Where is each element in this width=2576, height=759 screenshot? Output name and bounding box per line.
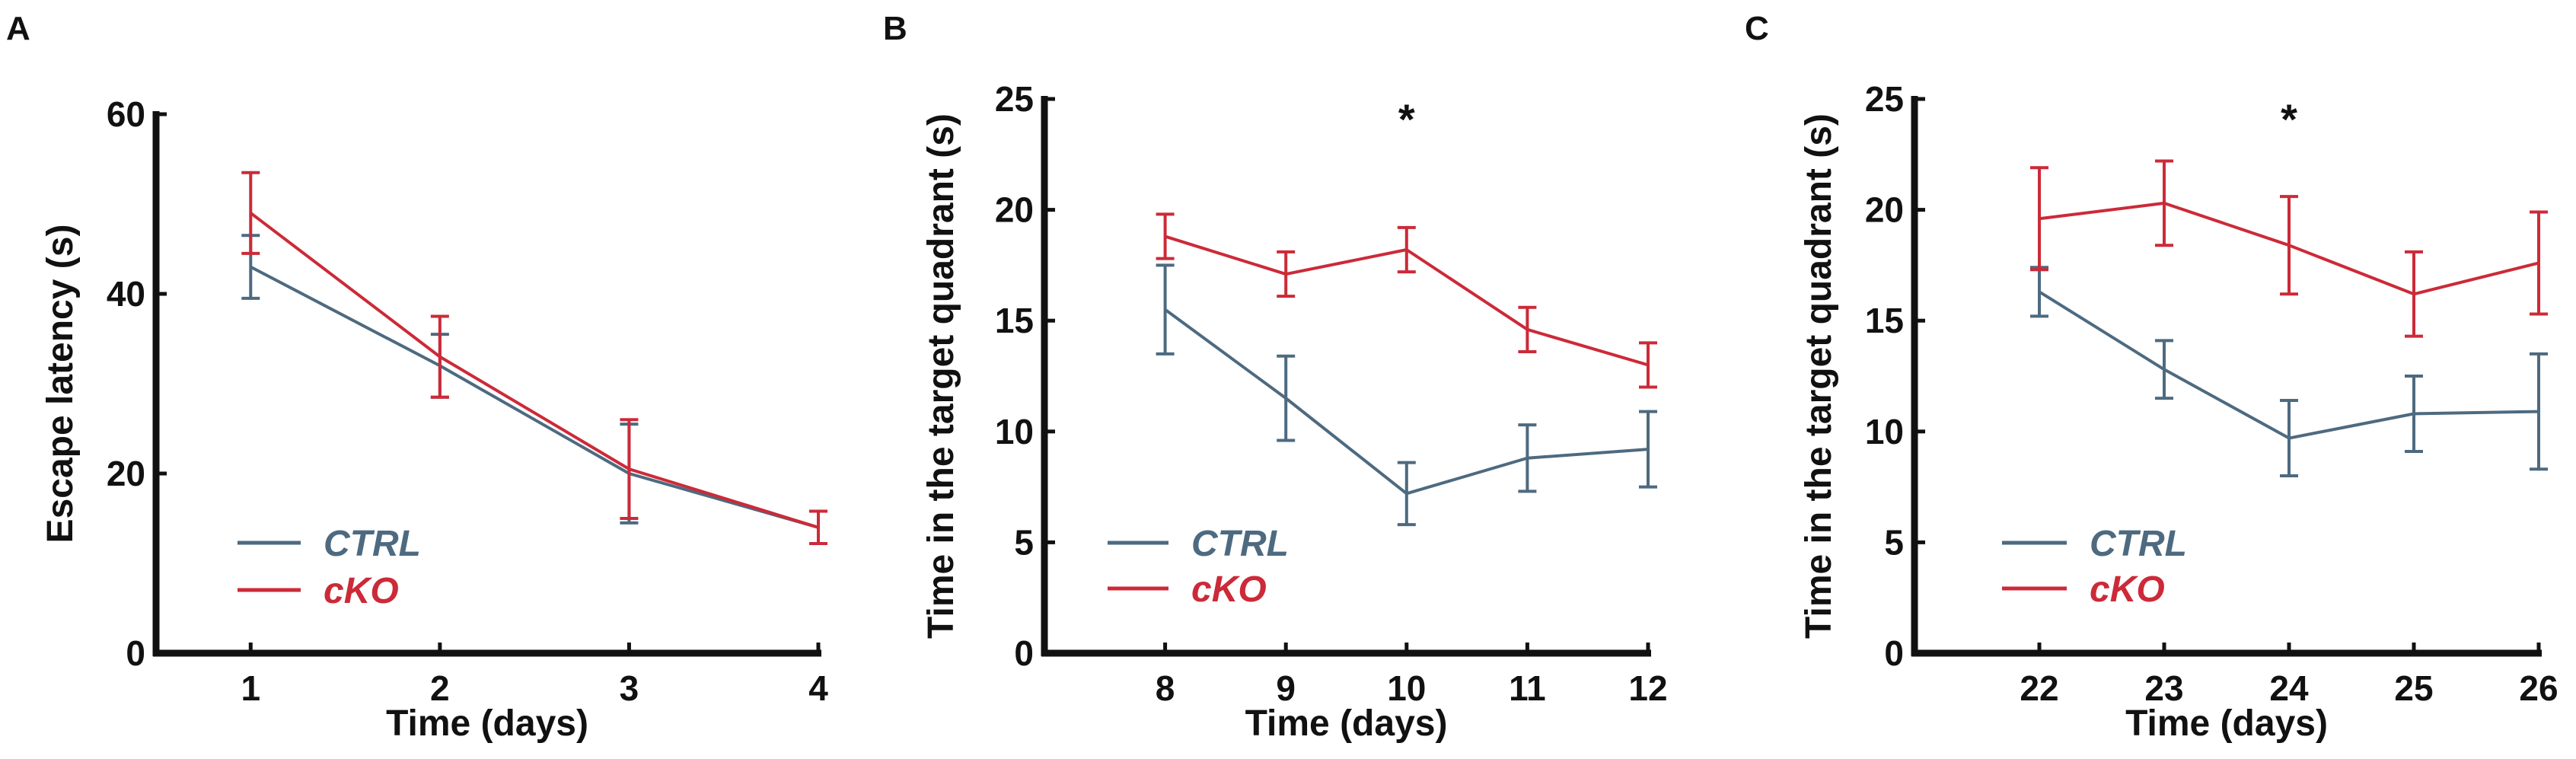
y-tick-label: 5 xyxy=(1884,522,1904,562)
y-tick-label: 15 xyxy=(1865,301,1904,340)
legend: CTRL cKO xyxy=(238,524,421,611)
panel-label: C xyxy=(1745,10,1769,47)
y-tick-label: 40 xyxy=(107,274,145,314)
x-tick-label: 22 xyxy=(2020,668,2058,708)
panel-label: B xyxy=(883,10,907,47)
y-axis-title: Escape latency (s) xyxy=(40,225,81,544)
x-tick-label: 3 xyxy=(620,668,639,708)
x-axis-title: Time (days) xyxy=(1245,703,1448,744)
y-tick-label: 25 xyxy=(995,79,1034,119)
series-cko xyxy=(2030,159,2548,338)
legend-label-ctrl: CTRL xyxy=(1191,524,1289,564)
legend-label-ctrl: CTRL xyxy=(324,524,421,564)
series-cko xyxy=(241,171,827,546)
series-line-ctrl xyxy=(250,265,819,529)
y-tick-label: 15 xyxy=(995,301,1034,340)
x-tick-label: 12 xyxy=(1628,668,1667,708)
panel-c: C 0 5 10 15 20 25 22 23 24 25 26 Time (days) Time in … xyxy=(1745,10,2558,744)
x-tick-label: 25 xyxy=(2394,668,2433,708)
error-bar xyxy=(2530,210,2548,316)
panel-a: A 0 20 40 60 1 2 3 4 Time (days) Escape latency (s… xyxy=(6,10,828,744)
x-tick-label: 4 xyxy=(808,668,828,708)
x-tick-label: 2 xyxy=(430,668,450,708)
y-axis-title: Time in the target quadrant (s) xyxy=(921,113,961,639)
y-tick-label: 0 xyxy=(126,633,145,673)
x-tick-label: 24 xyxy=(2269,668,2309,708)
series-ctrl xyxy=(2030,266,2548,478)
error-bar xyxy=(1639,410,1657,489)
y-tick-label: 5 xyxy=(1014,522,1034,562)
x-axis-title: Time (days) xyxy=(386,703,588,744)
panel-b: B 0 5 10 15 20 25 8 9 10 11 12 Time (days) Time in th… xyxy=(883,10,1668,744)
x-tick-label: 1 xyxy=(241,668,260,708)
legend: CTRL cKO xyxy=(2002,524,2187,610)
series-line-cko xyxy=(2039,201,2539,296)
series-ctrl xyxy=(1156,263,1657,527)
series-line-ctrl xyxy=(2038,290,2539,440)
series-line-cko xyxy=(250,212,819,529)
legend: CTRL cKO xyxy=(1108,524,1289,610)
x-tick-label: 8 xyxy=(1156,668,1175,708)
panel-label: A xyxy=(6,10,30,47)
series-ctrl xyxy=(241,234,827,546)
x-tick-label: 26 xyxy=(2519,668,2558,708)
y-tick-label: 20 xyxy=(1865,190,1904,230)
y-axis-title: Time in the target quadrant (s) xyxy=(1799,113,1839,639)
significance-marker: * xyxy=(1398,95,1415,143)
y-tick-label: 60 xyxy=(107,94,145,134)
y-tick-label: 25 xyxy=(1865,79,1904,119)
series-line-ctrl xyxy=(1164,308,1649,496)
x-tick-label: 10 xyxy=(1387,668,1426,708)
y-tick-label: 10 xyxy=(995,412,1034,451)
x-tick-label: 23 xyxy=(2144,668,2183,708)
y-tick-label: 0 xyxy=(1884,633,1904,673)
legend-label-cko: cKO xyxy=(1191,569,1267,610)
series-line-cko xyxy=(1165,234,1649,367)
y-tick-label: 0 xyxy=(1014,633,1034,673)
legend-label-ctrl: CTRL xyxy=(2090,524,2187,564)
y-tick-label: 20 xyxy=(107,454,145,493)
significance-marker: * xyxy=(2281,95,2297,143)
x-axis-title: Time (days) xyxy=(2125,703,2328,744)
series-cko xyxy=(1156,212,1657,389)
y-tick-label: 20 xyxy=(995,190,1034,230)
x-tick-label: 9 xyxy=(1276,668,1296,708)
legend-label-cko: cKO xyxy=(324,571,399,611)
legend-label-cko: cKO xyxy=(2090,569,2165,610)
y-tick-label: 10 xyxy=(1865,412,1904,451)
x-tick-label: 11 xyxy=(1509,668,1546,708)
